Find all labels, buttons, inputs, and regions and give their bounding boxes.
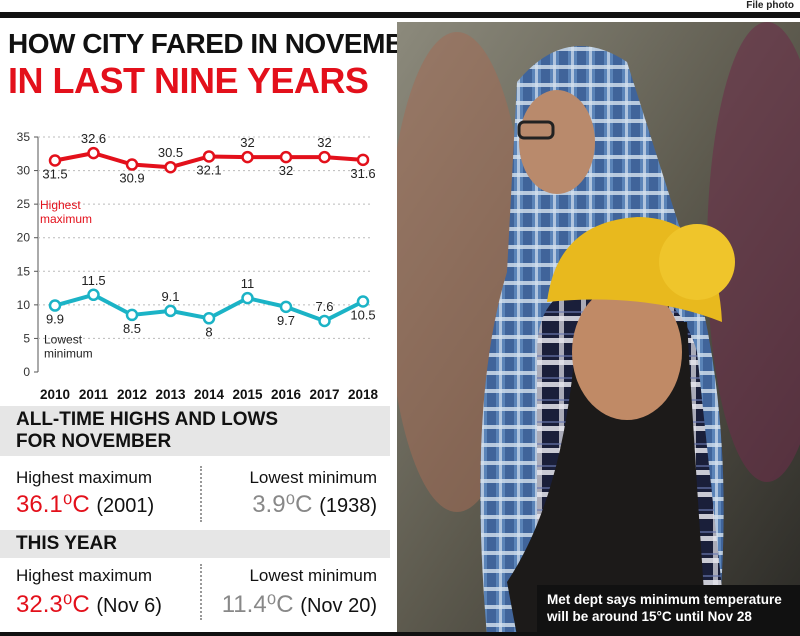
x-tick-label: 2017 <box>309 387 339 402</box>
photo-illustration <box>397 22 800 636</box>
alltime-low-year: (1938) <box>319 495 377 517</box>
data-point <box>318 150 331 164</box>
thisyear-high-date: (Nov 6) <box>96 595 162 617</box>
data-point <box>202 312 216 325</box>
data-point <box>48 154 62 167</box>
alltime-low-value: 3.9⁰C (1938) <box>252 490 377 519</box>
data-label-low: 9.9 <box>46 312 64 327</box>
alltime-high-year: (2001) <box>96 495 155 517</box>
data-point <box>279 300 293 314</box>
photo-credit: File photo <box>746 0 794 11</box>
x-tick-label: 2010 <box>40 387 70 402</box>
data-label-low: 7.6 <box>315 299 333 314</box>
data-point <box>125 158 139 171</box>
title-line-2: IN LAST NINE YEARS <box>8 60 369 101</box>
data-label-low: 10.5 <box>350 308 375 323</box>
title-line-1: HOW CITY FARED IN NOVEMBER <box>8 28 443 59</box>
thisyear-divider <box>200 564 202 620</box>
data-label-low: 8.5 <box>123 321 141 336</box>
news-photo <box>397 22 800 636</box>
y-tick-label: 5 <box>23 331 30 345</box>
infographic-panel: HOW CITY FARED IN NOVEMBER IN LAST NINE … <box>0 22 443 632</box>
y-tick-label: 20 <box>17 231 31 245</box>
data-point <box>202 150 216 163</box>
x-tick-label: 2012 <box>117 387 147 402</box>
data-point <box>87 146 100 160</box>
y-tick-label: 35 <box>17 130 31 144</box>
data-point <box>356 153 370 167</box>
thisyear-heading: THIS YEAR <box>0 530 390 558</box>
data-point <box>241 150 254 164</box>
data-label-low: 9.1 <box>161 289 179 304</box>
y-tick-label: 15 <box>17 264 31 278</box>
thisyear-low-temp: 11.4⁰C <box>221 591 294 618</box>
woman-face-back <box>519 90 595 194</box>
bottom-rule <box>0 632 800 636</box>
data-label-high: 32 <box>240 135 254 150</box>
data-label-low: 8 <box>205 324 212 339</box>
bg-figure-right <box>707 22 800 482</box>
data-label-high: 32.1 <box>196 162 221 177</box>
top-rule <box>0 12 800 18</box>
x-tick-label: 2015 <box>232 387 263 402</box>
data-label-high: 31.5 <box>42 167 67 182</box>
y-tick-label: 25 <box>17 197 31 211</box>
x-tick-label: 2013 <box>155 387 186 402</box>
data-label-high: 30.9 <box>119 171 144 186</box>
thisyear-low-value: 11.4⁰C (Nov 20) <box>222 590 377 619</box>
thisyear-high-value: 32.3⁰C (Nov 6) <box>16 590 162 619</box>
thisyear-heading-text: THIS YEAR <box>16 533 118 554</box>
data-label-high: 32 <box>317 135 331 150</box>
data-label-low: 11.5 <box>81 273 105 288</box>
data-label-high: 32.6 <box>81 131 106 146</box>
legend-low-line1: Lowest <box>44 332 83 346</box>
caption-line-2: will be around 15°C until Nov 28 <box>547 609 752 624</box>
alltime-heading: ALL-TIME HIGHS AND LOWS FOR NOVEMBER <box>0 406 390 456</box>
thisyear-low-date: (Nov 20) <box>300 595 377 617</box>
data-point <box>125 308 139 322</box>
alltime-high-label: Highest maximum <box>16 468 153 487</box>
legend-high-line1: Highest <box>40 198 81 212</box>
data-point <box>318 314 331 328</box>
data-point <box>48 299 62 312</box>
data-label-high: 32 <box>279 163 293 178</box>
alltime-heading-line2: FOR NOVEMBER <box>16 431 172 452</box>
alltime-high-value: 36.1⁰C (2001) <box>16 490 154 519</box>
y-tick-label: 0 <box>23 365 30 379</box>
data-label-low: 11 <box>241 276 255 291</box>
x-tick-label: 2016 <box>271 387 302 402</box>
girl-face <box>572 284 682 420</box>
data-point <box>164 160 177 174</box>
data-point <box>279 150 293 164</box>
data-label-high: 31.6 <box>350 166 375 181</box>
y-tick-label: 30 <box>17 164 31 178</box>
legend-low-line2: minimum <box>44 346 93 360</box>
data-point <box>356 295 370 308</box>
temperature-line-chart: 0 5 10 15 20 25 30 35 2010 2011 2012 2013 2014 2015 20… <box>17 130 379 402</box>
data-label-high: 30.5 <box>158 145 183 160</box>
alltime-low-temp: 3.9⁰C <box>252 491 313 518</box>
x-tick-label: 2011 <box>79 387 109 402</box>
legend-high-line2: maximum <box>40 212 92 226</box>
y-tick-label: 10 <box>17 298 31 312</box>
data-point <box>164 304 177 318</box>
data-point <box>87 288 100 302</box>
caption-line-1: Met dept says minimum temperature <box>547 592 782 607</box>
thisyear-high-label: Highest maximum <box>16 566 153 585</box>
alltime-heading-line1: ALL-TIME HIGHS AND LOWS <box>16 409 279 430</box>
x-tick-label: 2018 <box>348 387 379 402</box>
glasses <box>517 120 555 140</box>
data-point <box>241 291 254 305</box>
photo-caption: Met dept says minimum temperature will b… <box>537 585 800 633</box>
data-label-low: 9.7 <box>277 313 295 328</box>
beanie-pompom <box>659 224 735 300</box>
alltime-low-label: Lowest minimum <box>249 468 377 487</box>
thisyear-low-label: Lowest minimum <box>249 566 377 585</box>
x-tick-label: 2014 <box>194 387 225 402</box>
thisyear-high-temp: 32.3⁰C <box>16 591 90 618</box>
alltime-divider <box>200 466 202 522</box>
alltime-high-temp: 36.1⁰C <box>16 491 90 518</box>
